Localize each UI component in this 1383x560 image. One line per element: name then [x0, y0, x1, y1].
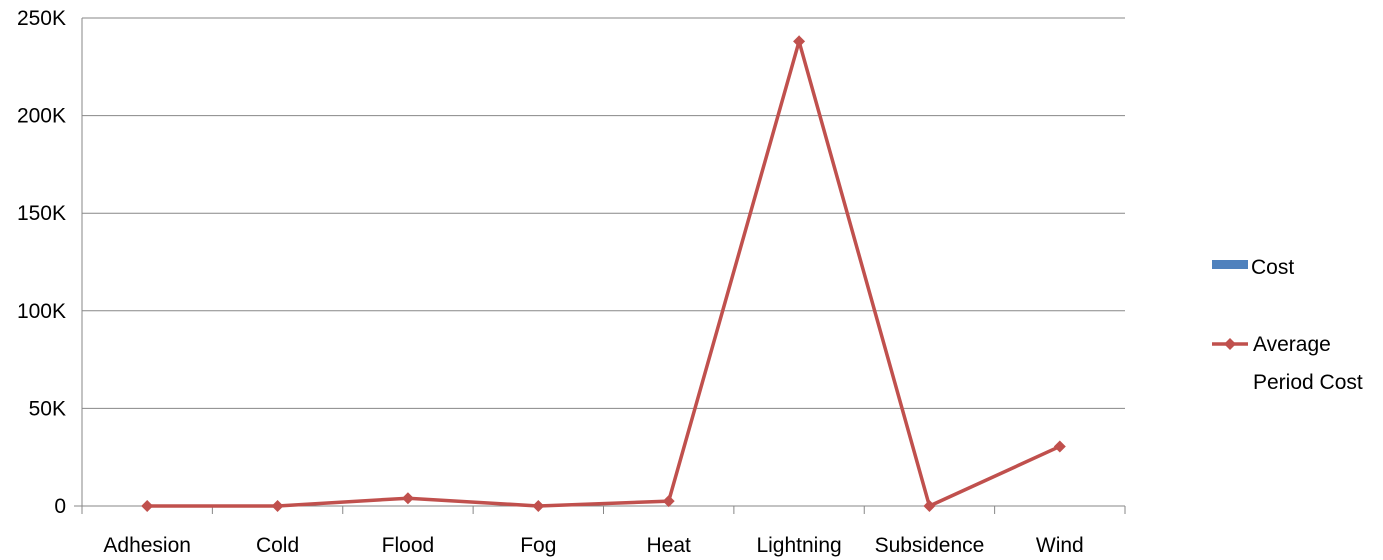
data-point-marker — [662, 495, 675, 508]
legend: Cost Average Period Cost — [1212, 256, 1363, 394]
x-tick-label: Fog — [520, 534, 556, 557]
data-point-marker — [141, 500, 154, 512]
y-tick-label: 100K — [17, 300, 66, 323]
y-tick-label: 250K — [17, 7, 66, 30]
legend-label-average-period-cost-line2: Period Cost — [1253, 371, 1363, 394]
y-tick-label: 0 — [54, 495, 66, 518]
legend-swatch-cost — [1212, 260, 1248, 269]
x-tick-label: Lightning — [756, 534, 841, 557]
legend-label-cost: Cost — [1251, 256, 1294, 279]
x-tick-label: Cold — [256, 534, 299, 557]
data-point-marker — [1053, 440, 1066, 453]
y-tick-label: 150K — [17, 202, 66, 225]
x-tick-label: Heat — [647, 534, 692, 557]
y-tick-label: 50K — [29, 397, 66, 420]
axes — [74, 18, 1126, 514]
x-tick-label: Flood — [382, 534, 435, 557]
data-point-marker — [401, 492, 414, 505]
data-point-marker — [793, 35, 806, 48]
series-layer — [141, 34, 1066, 512]
gridlines — [82, 17, 1125, 409]
y-axis-tick-labels: 0 50K 100K 150K 200K 250K — [17, 7, 66, 518]
data-point-marker — [923, 500, 936, 512]
series-line-average-period-cost — [147, 34, 1061, 509]
y-tick-label: 200K — [17, 105, 66, 128]
data-point-marker — [532, 500, 545, 512]
x-tick-label: Adhesion — [103, 534, 191, 557]
x-axis-tick-labels: Adhesion Cold Flood Fog Heat Lightning Subside… — [103, 534, 1083, 557]
legend-label-average-period-cost-line1: Average — [1253, 333, 1331, 356]
x-tick-label: Wind — [1036, 534, 1084, 557]
legend-marker-average-period-cost — [1224, 338, 1236, 350]
x-tick-label: Subsidence — [875, 534, 985, 557]
data-point-marker — [271, 500, 284, 512]
